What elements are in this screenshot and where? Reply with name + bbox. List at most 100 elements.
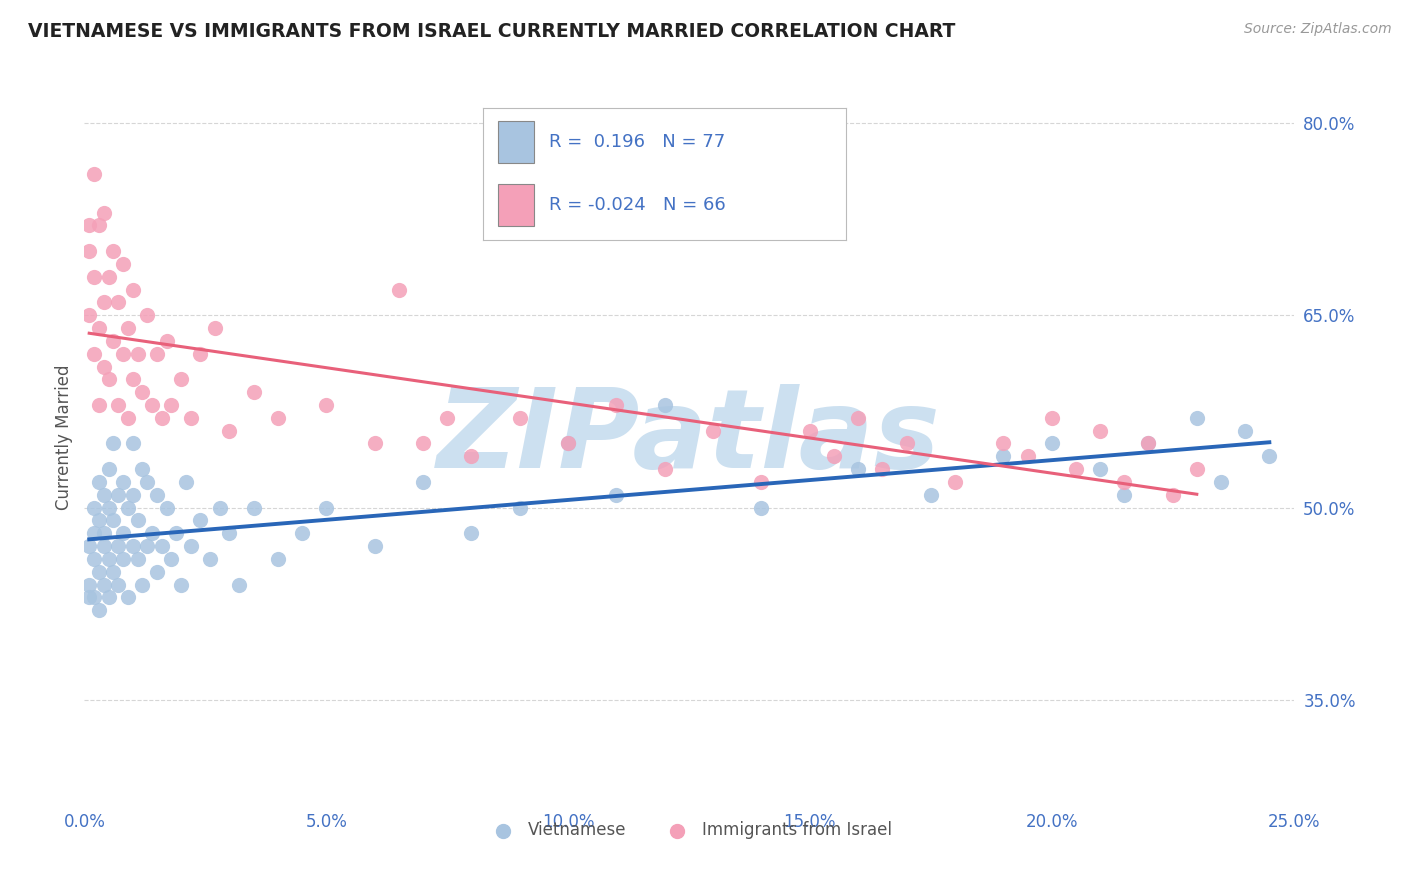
Point <box>112 257 135 271</box>
Point <box>180 410 202 425</box>
Point <box>93 539 115 553</box>
Point <box>751 500 773 515</box>
Point <box>509 500 531 515</box>
Point <box>103 334 125 348</box>
Point <box>83 500 105 515</box>
Point <box>242 385 264 400</box>
Point <box>1185 410 1208 425</box>
Point <box>107 295 129 310</box>
Point <box>97 552 120 566</box>
Point <box>198 552 221 566</box>
Point <box>242 500 264 515</box>
Text: ZIPatlas: ZIPatlas <box>437 384 941 491</box>
Point <box>93 205 115 219</box>
Point <box>121 488 143 502</box>
Point <box>87 219 110 233</box>
Point <box>1234 424 1257 438</box>
Point <box>131 462 153 476</box>
Point <box>1064 462 1087 476</box>
Point <box>1017 450 1039 464</box>
Point <box>170 372 193 386</box>
Point <box>112 526 135 541</box>
Point <box>97 372 120 386</box>
Point <box>93 488 115 502</box>
Point <box>605 488 627 502</box>
Point <box>117 410 139 425</box>
Point <box>121 436 143 450</box>
Point <box>388 283 411 297</box>
Point <box>1161 488 1184 502</box>
Point <box>93 577 115 591</box>
Point <box>112 475 135 489</box>
Point <box>77 577 100 591</box>
Point <box>136 308 159 322</box>
Point <box>112 552 135 566</box>
Point <box>702 424 724 438</box>
Point <box>146 346 169 360</box>
Point <box>267 552 290 566</box>
Point <box>83 552 105 566</box>
Legend: Vietnamese, Immigrants from Israel: Vietnamese, Immigrants from Israel <box>479 814 898 846</box>
Point <box>155 334 177 348</box>
Point <box>218 526 240 541</box>
Point <box>117 321 139 335</box>
Point <box>103 565 125 579</box>
Point <box>83 346 105 360</box>
Point <box>83 591 105 605</box>
Point <box>107 577 129 591</box>
Point <box>93 359 115 374</box>
Point <box>103 514 125 528</box>
Point <box>291 526 314 541</box>
Point <box>97 500 120 515</box>
Point <box>97 269 120 284</box>
Point <box>799 424 821 438</box>
Point <box>204 321 226 335</box>
Y-axis label: Currently Married: Currently Married <box>55 364 73 510</box>
Point <box>943 475 966 489</box>
Point <box>127 514 149 528</box>
Point <box>87 603 110 617</box>
Point <box>121 372 143 386</box>
Point <box>412 436 434 450</box>
Point <box>107 539 129 553</box>
Point <box>131 577 153 591</box>
Point <box>97 462 120 476</box>
Point <box>436 410 458 425</box>
Point <box>146 488 169 502</box>
Point <box>654 462 676 476</box>
Point <box>160 552 183 566</box>
Point <box>103 244 125 258</box>
Point <box>1137 436 1160 450</box>
Point <box>160 398 183 412</box>
Point <box>1088 424 1111 438</box>
Point <box>654 398 676 412</box>
Point <box>363 539 385 553</box>
Point <box>117 500 139 515</box>
Point <box>121 539 143 553</box>
Point <box>77 539 100 553</box>
Point <box>846 462 869 476</box>
Point <box>218 424 240 438</box>
Point <box>896 436 918 450</box>
Point <box>190 514 212 528</box>
Point <box>412 475 434 489</box>
Point <box>77 591 100 605</box>
Point <box>165 526 187 541</box>
Point <box>127 346 149 360</box>
Point <box>751 475 773 489</box>
Point <box>363 436 385 450</box>
Point <box>77 308 100 322</box>
Point <box>97 591 120 605</box>
Point <box>993 450 1015 464</box>
Point <box>136 539 159 553</box>
Point <box>315 398 337 412</box>
Point <box>131 385 153 400</box>
Point <box>208 500 231 515</box>
Point <box>460 526 482 541</box>
Point <box>1114 475 1136 489</box>
Point <box>872 462 894 476</box>
Point <box>846 410 869 425</box>
Point <box>993 436 1015 450</box>
Point <box>190 346 212 360</box>
Point <box>1114 488 1136 502</box>
